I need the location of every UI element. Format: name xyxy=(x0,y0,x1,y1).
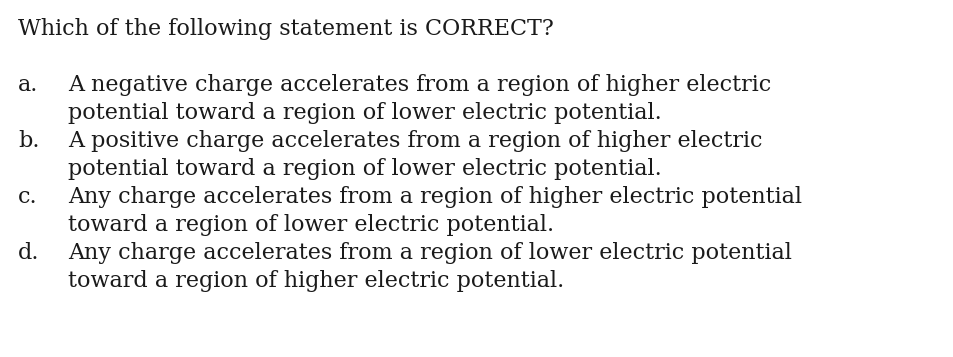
Text: A positive charge accelerates from a region of higher electric: A positive charge accelerates from a reg… xyxy=(68,130,761,152)
Text: Any charge accelerates from a region of lower electric potential: Any charge accelerates from a region of … xyxy=(68,242,791,264)
Text: Which of the following statement is CORRECT?: Which of the following statement is CORR… xyxy=(18,18,553,40)
Text: c.: c. xyxy=(18,186,37,208)
Text: b.: b. xyxy=(18,130,39,152)
Text: potential toward a region of lower electric potential.: potential toward a region of lower elect… xyxy=(68,102,661,124)
Text: d.: d. xyxy=(18,242,39,264)
Text: toward a region of lower electric potential.: toward a region of lower electric potent… xyxy=(68,214,554,236)
Text: Any charge accelerates from a region of higher electric potential: Any charge accelerates from a region of … xyxy=(68,186,801,208)
Text: A negative charge accelerates from a region of higher electric: A negative charge accelerates from a reg… xyxy=(68,74,770,96)
Text: a.: a. xyxy=(18,74,38,96)
Text: toward a region of higher electric potential.: toward a region of higher electric poten… xyxy=(68,270,563,292)
Text: potential toward a region of lower electric potential.: potential toward a region of lower elect… xyxy=(68,158,661,180)
